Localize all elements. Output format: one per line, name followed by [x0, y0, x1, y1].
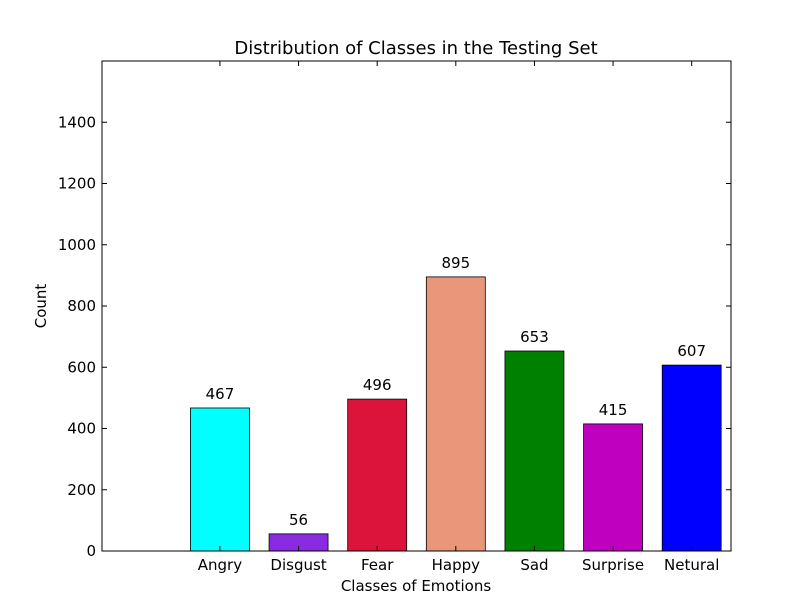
y-axis-label: Count [32, 284, 50, 329]
bar-fear [347, 398, 408, 552]
y-tick-label: 600 [67, 358, 96, 376]
bar-sad [504, 350, 565, 552]
bar-angry [190, 407, 250, 552]
data-label-netural: 607 [677, 342, 706, 360]
bar-labels-group: 467 56 496 895 653 415 607 [206, 254, 706, 529]
y-tick-label: 1200 [58, 175, 96, 193]
x-tick-label: Sad [520, 556, 548, 574]
y-tick-label: 800 [67, 297, 96, 315]
x-axis-label: Classes of Emotions [341, 577, 492, 595]
y-tick-label: 1000 [58, 236, 96, 254]
chart-title: Distribution of Classes in the Testing S… [234, 38, 597, 59]
data-label-happy: 895 [441, 254, 470, 272]
y-tick-label: 200 [67, 481, 96, 499]
x-tick-label: Happy [432, 556, 481, 574]
plot-frame [101, 60, 732, 552]
bars-group [190, 276, 722, 552]
y-tick-label: 0 [86, 542, 96, 560]
data-label-angry: 467 [206, 385, 235, 403]
y-tick-label: 1400 [58, 113, 96, 131]
data-label-disgust: 56 [289, 511, 308, 529]
bar-netural [661, 364, 722, 552]
x-tick-label: Fear [361, 556, 394, 574]
data-label-fear: 496 [363, 376, 392, 394]
x-tick-label: Surprise [582, 556, 644, 574]
x-tick-label: Disgust [270, 556, 326, 574]
bar-happy [425, 276, 486, 552]
x-tick-label: Angry [198, 556, 242, 574]
data-label-sad: 653 [520, 328, 549, 346]
data-label-surprise: 415 [599, 401, 628, 419]
y-ticks-group: 0 200 400 600 800 1000 1200 1400 [58, 113, 731, 560]
y-tick-label: 400 [67, 420, 96, 438]
bar-surprise [583, 423, 643, 552]
x-tick-label: Netural [664, 556, 719, 574]
x-ticks-group: Angry Disgust Fear Happy Sad Surprise Netural [198, 61, 719, 574]
